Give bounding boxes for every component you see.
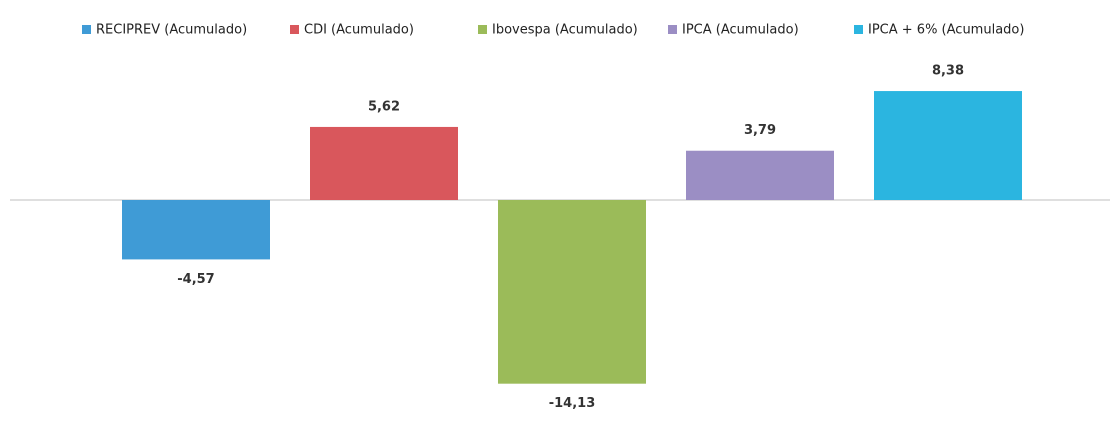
- legend-label: IPCA (Acumulado): [682, 23, 799, 38]
- legend-swatch: [478, 25, 487, 34]
- legend-swatch: [82, 25, 91, 34]
- legend-label: Ibovespa (Acumulado): [492, 23, 638, 38]
- legend-label: RECIPREV (Acumulado): [96, 23, 247, 38]
- legend-label: CDI (Acumulado): [304, 23, 414, 38]
- legend-swatch: [668, 25, 677, 34]
- data-label: 8,38: [932, 64, 964, 79]
- bar: [686, 150, 834, 200]
- legend-swatch: [290, 25, 299, 34]
- bar: [310, 126, 458, 200]
- legend-swatch: [854, 25, 863, 34]
- data-label: -14,13: [549, 396, 596, 411]
- bar: [874, 91, 1022, 200]
- data-label: 3,79: [744, 123, 776, 138]
- data-label: 5,62: [368, 99, 400, 114]
- bar: [498, 200, 646, 384]
- bar: [122, 200, 270, 260]
- data-label: -4,57: [177, 272, 214, 287]
- legend-label: IPCA + 6% (Acumulado): [868, 23, 1024, 38]
